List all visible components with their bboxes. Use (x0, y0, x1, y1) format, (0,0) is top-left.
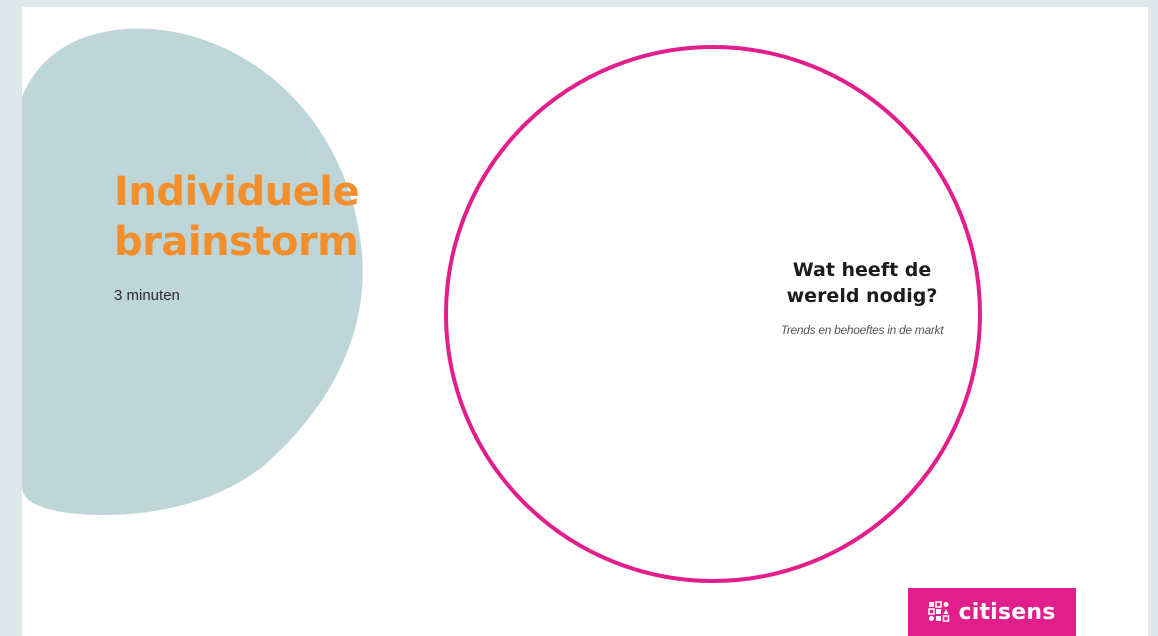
question-heading: Wat heeft de wereld nodig? (742, 257, 982, 309)
slide-title-line2: brainstorm (114, 219, 359, 265)
question-subtitle: Trends en behoeftes in de markt (780, 323, 944, 337)
slide-title: Individuele brainstorm (114, 167, 360, 267)
slide: Individuele brainstorm 3 minuten Wat hee… (22, 7, 1148, 636)
duration-label: 3 minuten (114, 287, 180, 304)
brainstorm-circle (444, 45, 982, 583)
question-line2: wereld nodig? (786, 285, 938, 307)
citisens-logo-text: citisens (958, 599, 1056, 625)
citisens-logo: citisens (908, 588, 1076, 636)
decorative-blob (22, 28, 363, 515)
slide-title-line1: Individuele (114, 169, 360, 215)
question-line1: Wat heeft de (792, 259, 932, 281)
citisens-grid-icon (928, 601, 950, 622)
